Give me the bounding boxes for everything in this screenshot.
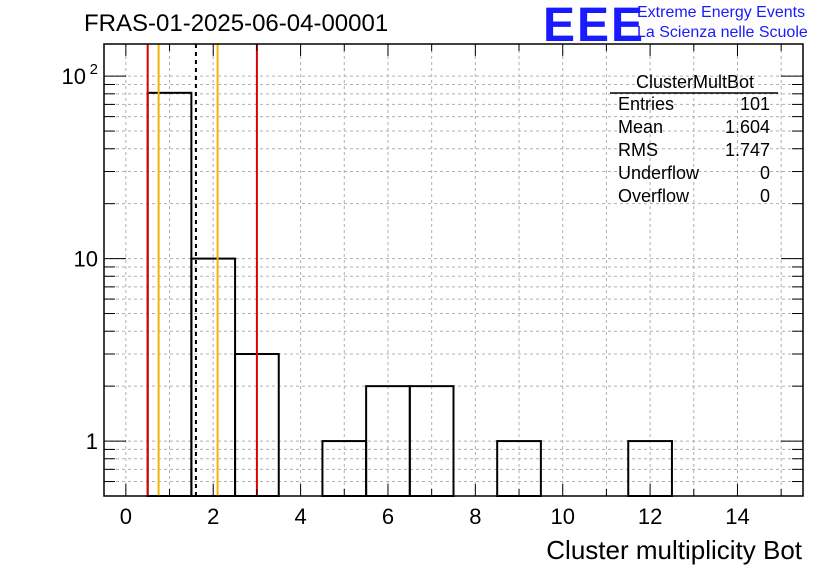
stats-label: Overflow xyxy=(618,186,690,206)
y-tick-label: 10 xyxy=(74,247,98,272)
stats-value: 0 xyxy=(760,186,770,206)
y-tick-label: 1 xyxy=(86,429,98,454)
stats-label: Entries xyxy=(618,94,674,114)
logo-subtitle-1: Extreme Energy Events xyxy=(637,4,806,21)
x-tick-label: 14 xyxy=(725,504,749,529)
eee-logo: EEE xyxy=(543,0,646,52)
marker-lines xyxy=(146,44,258,496)
stats-value: 1.604 xyxy=(725,117,770,137)
logo-subtitle-2: La Scienza nelle Scuole xyxy=(637,24,808,41)
stats-value: 101 xyxy=(740,94,770,114)
x-tick-label: 4 xyxy=(294,504,306,529)
stats-value: 1.747 xyxy=(725,140,770,160)
x-tick-label: 10 xyxy=(550,504,574,529)
stats-label: Underflow xyxy=(618,163,700,183)
stats-title: ClusterMultBot xyxy=(636,72,754,92)
x-tick-label: 6 xyxy=(382,504,394,529)
y-tick-label-exponent: 2 xyxy=(90,61,98,78)
plot-frame xyxy=(103,43,804,497)
x-tick-label: 0 xyxy=(120,504,132,529)
chart-title: FRAS-01-2025-06-04-00001 xyxy=(84,10,389,37)
stats-label: RMS xyxy=(618,140,658,160)
x-axis-title: Cluster multiplicity Bot xyxy=(546,535,802,565)
stats-label: Mean xyxy=(618,117,663,137)
stats-value: 0 xyxy=(760,163,770,183)
x-tick-label: 2 xyxy=(207,504,219,529)
y-tick-label: 10 xyxy=(62,64,86,89)
histogram-bars xyxy=(146,91,673,498)
x-tick-label: 8 xyxy=(469,504,481,529)
x-tick-label: 12 xyxy=(638,504,662,529)
